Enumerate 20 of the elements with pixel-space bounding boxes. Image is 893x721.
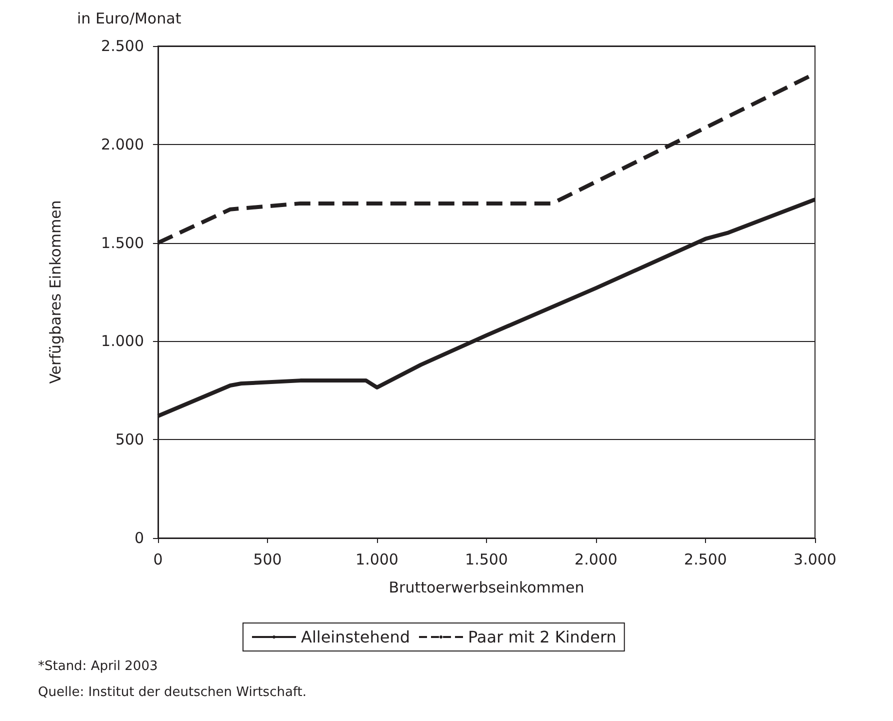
- y-tick-label: 1.000: [101, 332, 144, 350]
- y-tick-label: 2.500: [101, 37, 144, 55]
- y-axis-title: Verfügbares Einkommen: [46, 200, 64, 384]
- x-tick-label: 2.500: [684, 550, 727, 568]
- x-tick-label: 0: [153, 550, 163, 568]
- y-tick-label: 2.000: [101, 135, 144, 154]
- y-tick-label: 1.500: [101, 234, 144, 252]
- source-note: Quelle: Institut der deutschen Wirtschaft.: [38, 685, 306, 700]
- x-axis-title: Bruttoerwerbseinkommen: [388, 578, 584, 596]
- x-tick-label: 500: [253, 550, 282, 568]
- legend-label: Paar mit 2 Kindern: [468, 628, 616, 646]
- x-tick-label: 1.500: [465, 550, 508, 568]
- y-tick-label: 0: [134, 529, 144, 547]
- y-tick-label: 500: [115, 430, 144, 449]
- text: *Stand: April 2003: [38, 659, 158, 674]
- x-tick-label: 1.000: [356, 550, 398, 568]
- x-tick-label: 2.000: [574, 550, 618, 568]
- chart-subtitle: in Euro/Monat: [77, 10, 182, 28]
- x-tick-label: 3.000: [794, 550, 836, 568]
- legend-label: Alleinstehend: [301, 628, 410, 646]
